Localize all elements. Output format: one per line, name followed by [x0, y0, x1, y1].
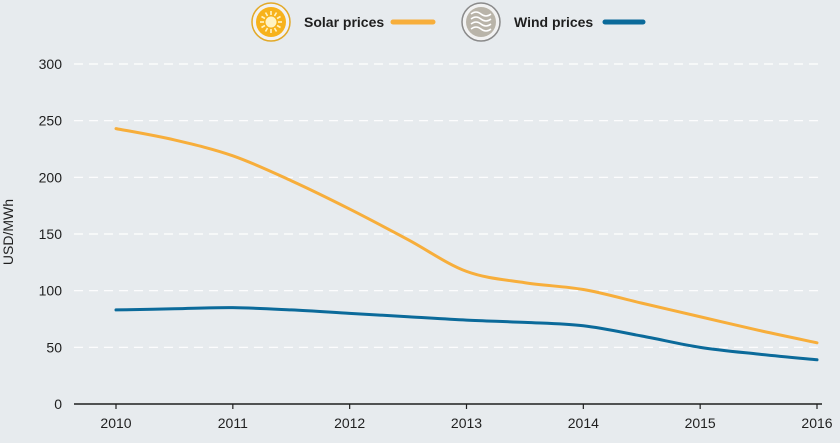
series-line-solar-prices: [114, 127, 819, 345]
wind-icon-disc: [466, 7, 496, 37]
sun-icon-ray: [261, 24, 266, 29]
wind-icon-wave: [470, 11, 492, 17]
y-tick-label: 100: [39, 283, 63, 299]
y-tick-label: 50: [46, 339, 62, 355]
y-axis: 0 50 100 150 200 250 300: [39, 56, 63, 412]
x-tick-label: 2014: [568, 415, 599, 431]
y-tick-label: 200: [39, 169, 63, 185]
x-tick-label: 2011: [218, 415, 248, 431]
y-axis-title: USD/MWh: [0, 199, 16, 265]
x-tick-label: 2010: [100, 415, 131, 431]
y-tick-label: 250: [39, 113, 63, 129]
x-axis: 2010 2011 2012 2013 2014 2015 2016: [74, 403, 833, 431]
x-tick-label: 2013: [451, 415, 482, 431]
x-tick-label: 2016: [801, 415, 832, 431]
y-tick-label: 0: [54, 396, 62, 412]
wind-icon-wave: [470, 26, 492, 32]
legend-item-wind-prices: Wind prices: [461, 2, 646, 42]
legend-label-wind-prices: Wind prices: [514, 14, 593, 30]
sun-icon-ray: [276, 24, 281, 29]
series-lines: [114, 127, 819, 362]
sun-icon-ray: [264, 12, 269, 17]
legend: Solar prices Wind prices: [251, 2, 646, 42]
y-tick-label: 300: [39, 56, 63, 72]
x-tick-label: 2015: [685, 415, 716, 431]
sun-icon: [251, 2, 291, 42]
legend-label-solar-prices: Solar prices: [304, 14, 384, 30]
x-tick-label: 2012: [334, 415, 365, 431]
sun-icon-ray: [273, 27, 278, 32]
sun-icon-ray: [273, 12, 278, 17]
sun-icon-center: [265, 16, 277, 28]
sun-icon-ray: [261, 15, 266, 20]
wind-icon: [461, 2, 501, 42]
sun-icon-ray: [264, 27, 269, 32]
legend-item-solar-prices: Solar prices: [251, 2, 436, 42]
y-tick-label: 150: [39, 226, 63, 242]
wind-icon-wave: [470, 16, 492, 22]
wind-icon-wave: [470, 21, 492, 27]
grid: [74, 63, 822, 348]
sun-icon-ray: [276, 15, 281, 20]
series-line-wind-prices: [114, 306, 819, 362]
